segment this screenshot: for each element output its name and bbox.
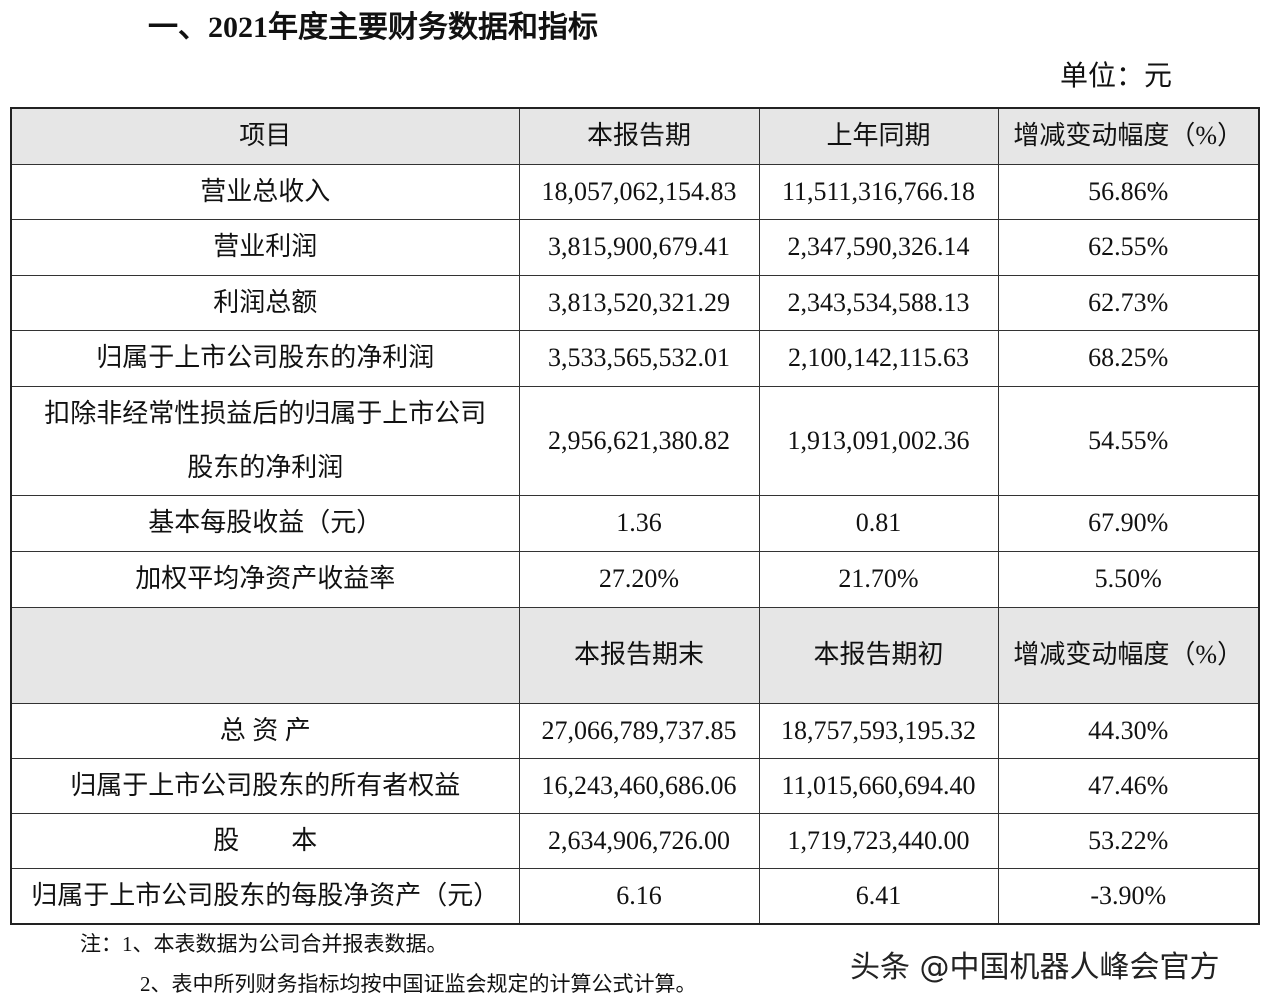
value-cell: 2,634,906,726.00 [518,812,760,869]
row-label: 归属于上市公司股东的每股净资产（元） [10,867,520,924]
unit: 单位：元 [1060,61,1173,92]
value-cell: 62.73% [997,274,1260,331]
row-label: 营业总收入 [10,163,520,220]
data-row: 归属于上市公司股东的每股净资产（元） 6.16 6.41 -3.90% [10,867,1260,924]
value-cell: 56.86% [997,163,1260,220]
value-cell: 27,066,789,737.85 [518,702,760,759]
header-cell: 本报告期末 [518,606,760,704]
data-row: 营业利润 3,815,900,679.41 2,347,590,326.14 62.5… [10,218,1260,276]
header-row: 本报告期末 本报告期初 增减变动幅度（%） [10,606,1260,704]
data-row: 归属于上市公司股东的净利润 3,533,565,532.01 2,100,142,1… [10,329,1260,387]
value-cell: 18,757,593,195.32 [758,702,999,759]
value-cell: 3,813,520,321.29 [518,274,760,331]
row-label: 营业利润 [10,218,520,276]
table-body: 项目 本报告期 上年同期 增减变动幅度（%） 营业总收入 18,057,062,154.8… [10,107,1260,924]
value-cell: 21.70% [758,550,999,608]
data-row: 利润总额 3,813,520,321.29 2,343,534,588.13 62.7… [10,274,1260,331]
row-label: 归属于上市公司股东的所有者权益 [10,757,520,814]
header-row: 项目 本报告期 上年同期 增减变动幅度（%） [10,107,1260,165]
value-cell: 47.46% [997,757,1260,814]
value-cell: 11,511,316,766.18 [758,163,999,220]
value-cell: 2,956,621,380.82 [518,385,760,496]
value-cell: 3,533,565,532.01 [518,329,760,387]
value-cell: 16,243,460,686.06 [518,757,760,814]
value-cell: 68.25% [997,329,1260,387]
title: 一、2021年度主要财务数据和指标 [148,11,598,44]
row-label: 基本每股收益（元） [10,494,520,552]
value-cell: 44.30% [997,702,1260,759]
value-cell: 2,347,590,326.14 [758,218,999,276]
row-label: 股 本 [10,812,520,869]
header-cell: 项目 [10,107,520,165]
value-cell: 5.50% [997,550,1260,608]
row-label: 利润总额 [10,274,520,331]
value-cell: 6.16 [518,867,760,924]
note: 注：1、本表数据为公司合并报表数据。 [80,932,448,956]
watermark: 头条 @中国机器人峰会官方 [850,950,1220,985]
value-cell: 3,815,900,679.41 [518,218,760,276]
row-label: 加权平均净资产收益率 [10,550,520,608]
row-label: 总 资 产 [10,702,520,759]
financial-table: 项目 本报告期 上年同期 增减变动幅度（%） 营业总收入 18,057,062,154.8… [10,107,1260,925]
data-row: 归属于上市公司股东的所有者权益 16,243,460,686.06 11,015,6… [10,757,1260,814]
data-row: 扣除非经常性损益后的归属于上市公司 股东的净利润 2,956,621,380.82… [10,385,1260,496]
value-cell: 53.22% [997,812,1260,869]
data-row: 营业总收入 18,057,062,154.83 11,511,316,766.18 5… [10,163,1260,220]
header-cell: 上年同期 [758,107,999,165]
value-cell: 2,343,534,588.13 [758,274,999,331]
header-cell: 增减变动幅度（%） [997,107,1260,165]
data-row: 股 本 2,634,906,726.00 1,719,723,440.00 53.22… [10,812,1260,869]
value-cell: 54.55% [997,385,1260,496]
value-cell: 1,719,723,440.00 [758,812,999,869]
value-cell: 0.81 [758,494,999,552]
row-label: 扣除非经常性损益后的归属于上市公司 股东的净利润 [10,385,520,496]
value-cell: 6.41 [758,867,999,924]
value-cell: -3.90% [997,867,1260,924]
value-cell: 1,913,091,002.36 [758,385,999,496]
value-cell: 67.90% [997,494,1260,552]
value-cell: 62.55% [997,218,1260,276]
header-cell: 本报告期初 [758,606,999,704]
value-cell: 18,057,062,154.83 [518,163,760,220]
data-row: 总 资 产 27,066,789,737.85 18,757,593,195.32 4… [10,702,1260,759]
value-cell: 11,015,660,694.40 [758,757,999,814]
header-cell: 增减变动幅度（%） [997,606,1260,704]
data-row: 基本每股收益（元） 1.36 0.81 67.90% [10,494,1260,552]
value-cell: 1.36 [518,494,760,552]
value-cell: 27.20% [518,550,760,608]
value-cell: 2,100,142,115.63 [758,329,999,387]
header-cell: 本报告期 [518,107,760,165]
header-cell [10,606,520,704]
row-label: 归属于上市公司股东的净利润 [10,329,520,387]
data-row: 加权平均净资产收益率 27.20% 21.70% 5.50% [10,550,1260,608]
note: 2、表中所列财务指标均按中国证监会规定的计算公式计算。 [140,972,697,996]
